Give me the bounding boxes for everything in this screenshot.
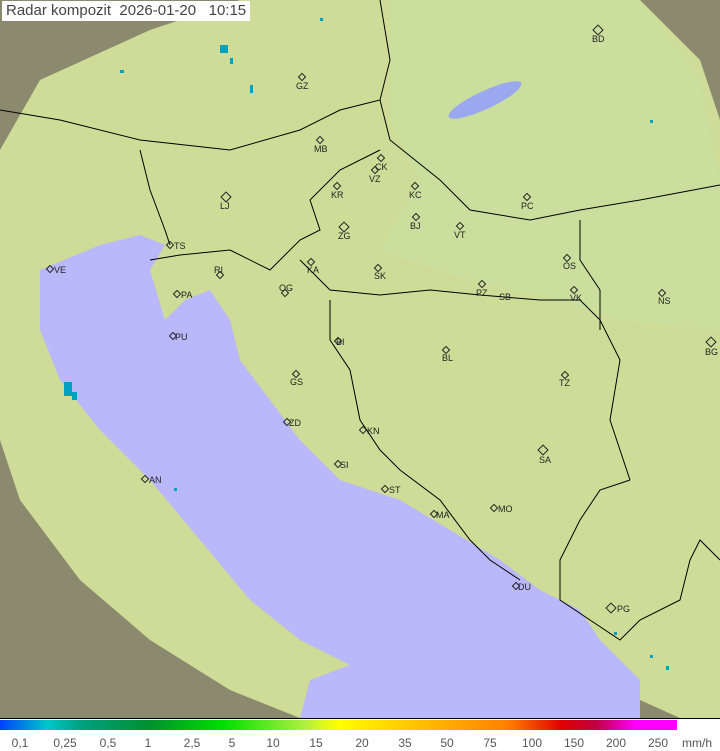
city-label: VK — [570, 293, 583, 303]
city-label: BG — [705, 347, 719, 357]
legend-tick: 1 — [144, 736, 152, 750]
city-label: KR — [331, 190, 344, 200]
city-label: ST — [389, 485, 401, 495]
city-label: DU — [518, 582, 531, 592]
city-label: KN — [367, 426, 380, 436]
country-borders — [0, 0, 720, 641]
adriatic-sea — [40, 235, 640, 718]
city-label: PC — [521, 201, 534, 211]
city-label: AN — [149, 475, 162, 485]
legend-color-bar — [0, 720, 677, 730]
city-label: VZ — [369, 174, 381, 184]
city-label: SI — [340, 460, 349, 470]
city-label: BL — [442, 353, 454, 363]
color-legend: 0,1 0,25 0,5 1 2,5 5 10 15 20 35 50 75 100 150 200 250 … — [0, 719, 720, 751]
legend-tick: 250 — [647, 736, 669, 750]
city-label: SK — [374, 271, 387, 281]
city-label: VE — [54, 265, 67, 275]
city-label: OS — [563, 261, 577, 271]
legend-tick: 0,1 — [11, 736, 29, 750]
legend-tick: 100 — [521, 736, 543, 750]
lake-balaton — [448, 81, 522, 119]
legend-tick: 200 — [605, 736, 627, 750]
legend-tick: 15 — [309, 736, 323, 750]
city-label: ZG — [338, 231, 351, 241]
city-label: PU — [175, 332, 188, 342]
city-label: PZ — [476, 288, 488, 298]
city-label: MB — [314, 144, 328, 154]
city-label: MA — [436, 510, 450, 520]
city-label: CK — [375, 162, 388, 172]
legend-tick: 0,5 — [99, 736, 117, 750]
precipitation-echoes — [64, 18, 669, 670]
legend-tick: 75 — [483, 736, 497, 750]
city-label: BI — [336, 337, 345, 347]
legend-tick: 20 — [355, 736, 369, 750]
legend-tick: 50 — [440, 736, 454, 750]
city-label: NS — [658, 296, 671, 306]
city-label: TZ — [559, 378, 570, 388]
city-label: MO — [498, 504, 513, 514]
city-label: BJ — [410, 221, 421, 231]
city-label: TS — [174, 241, 186, 251]
city-label: PG — [617, 604, 631, 614]
city-label: OG — [279, 283, 294, 293]
legend-tick: 35 — [398, 736, 412, 750]
radar-map — [0, 0, 720, 719]
city-label: GZ — [296, 81, 309, 91]
city-label: LJ — [220, 201, 230, 211]
map-title: Radar kompozit 2026-01-20 10:15 — [2, 1, 251, 21]
city-label: ZD — [289, 418, 301, 428]
city-label: PA — [181, 290, 193, 300]
city-label: BD — [592, 34, 605, 44]
legend-tick: 0,25 — [53, 736, 77, 750]
city-label: KA — [307, 265, 320, 275]
plains-hungary — [380, 0, 720, 330]
legend-unit: mm/h — [682, 736, 712, 750]
city-label: SA — [539, 455, 552, 465]
city-label: RI — [214, 265, 223, 275]
city-label: VT — [454, 230, 466, 240]
legend-tick: 2,5 — [183, 736, 201, 750]
city-label: GS — [290, 377, 304, 387]
city-label: SB — [499, 292, 512, 302]
legend-tick: 150 — [563, 736, 585, 750]
legend-tick: 10 — [266, 736, 280, 750]
city-label: KC — [409, 190, 422, 200]
legend-tick: 5 — [228, 736, 236, 750]
